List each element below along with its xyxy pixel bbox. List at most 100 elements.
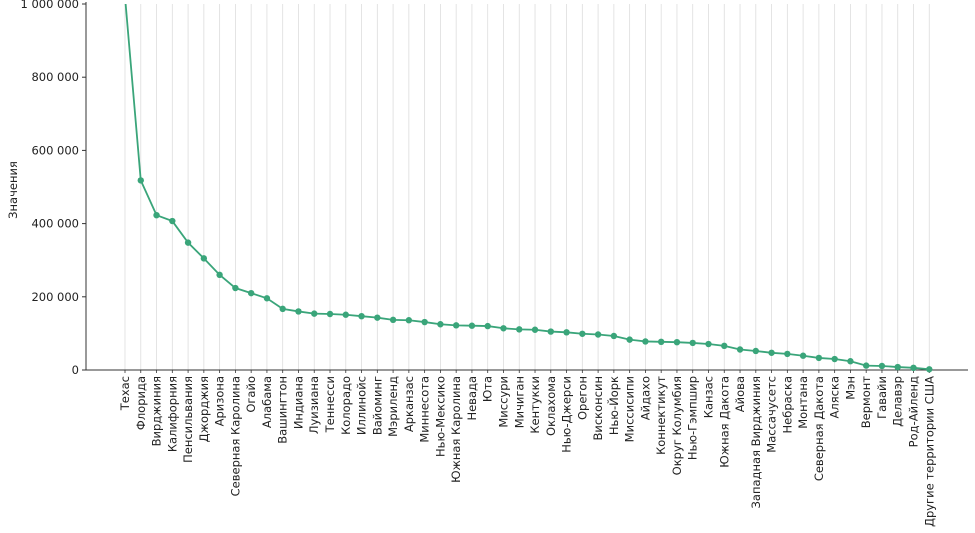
x-tick-label: Мэн bbox=[843, 376, 857, 400]
x-axis-ticks: Техас Флорида Вирджиния Калифорния Пенсильва… bbox=[118, 370, 936, 527]
x-tick-label: Нью-Йорк bbox=[606, 376, 621, 435]
x-tick-label: Оклахома bbox=[544, 376, 558, 436]
data-point bbox=[516, 326, 523, 333]
data-point bbox=[784, 350, 791, 358]
axes bbox=[85, 2, 968, 371]
data-point bbox=[153, 211, 160, 219]
x-tick-label: Юта bbox=[481, 376, 495, 402]
y-tick-label: 600 000 bbox=[31, 143, 79, 157]
data-point bbox=[831, 355, 838, 363]
data-point bbox=[547, 328, 554, 335]
x-tick-label: Луизиана bbox=[307, 376, 321, 434]
data-point bbox=[847, 358, 854, 365]
x-tick-label: Вайоминг bbox=[370, 376, 384, 435]
x-tick-label: Аризона bbox=[213, 376, 227, 426]
x-tick-label: Мичиган bbox=[512, 376, 526, 428]
data-point bbox=[137, 177, 144, 184]
x-tick-label: Небраска bbox=[780, 376, 794, 433]
data-point bbox=[437, 321, 444, 328]
data-point bbox=[311, 310, 318, 317]
x-tick-label: Массачусетс bbox=[765, 376, 779, 453]
data-point bbox=[878, 362, 886, 370]
x-tick-label: Невада bbox=[465, 376, 479, 421]
data-point bbox=[484, 322, 491, 330]
data-point bbox=[610, 332, 618, 340]
data-point bbox=[452, 322, 460, 329]
data-point bbox=[184, 239, 192, 246]
data-point bbox=[862, 362, 870, 369]
y-tick-label: 800 000 bbox=[31, 70, 79, 84]
data-point bbox=[358, 312, 365, 320]
x-tick-label: Южная Дакота bbox=[717, 376, 731, 468]
x-tick-label: Западная Вирджиния bbox=[749, 376, 763, 508]
data-point bbox=[169, 217, 176, 225]
x-tick-label: Канзас bbox=[701, 376, 715, 418]
data-point bbox=[579, 330, 586, 337]
data-point bbox=[626, 336, 633, 343]
x-tick-label: Айдахо bbox=[638, 376, 652, 420]
x-tick-label: Делавэр bbox=[891, 376, 905, 427]
data-point bbox=[721, 342, 728, 350]
x-tick-label: Миннесота bbox=[418, 376, 432, 443]
x-tick-label: Пенсильвания bbox=[181, 376, 195, 463]
series-line bbox=[124, 4, 930, 370]
x-tick-label: Иллинойс bbox=[355, 376, 369, 435]
data-point bbox=[342, 311, 349, 318]
data-point bbox=[752, 347, 759, 355]
data-point bbox=[232, 284, 239, 292]
x-tick-label: Джорджия bbox=[197, 376, 211, 442]
x-tick-label: Флорида bbox=[134, 376, 148, 430]
data-point bbox=[374, 314, 381, 321]
x-tick-label: Миссури bbox=[496, 376, 510, 428]
x-tick-label: Вирджиния bbox=[150, 376, 164, 446]
data-point bbox=[689, 339, 696, 347]
y-tick-label: 0 bbox=[72, 363, 79, 377]
data-point bbox=[799, 352, 807, 359]
data-point bbox=[705, 340, 712, 348]
data-point bbox=[563, 329, 570, 336]
y-tick-label: 400 000 bbox=[31, 217, 79, 231]
data-point bbox=[673, 338, 681, 346]
data-point bbox=[405, 317, 413, 324]
x-tick-label: Арканзас bbox=[402, 376, 416, 432]
x-tick-label: Округ Колумбия bbox=[670, 376, 684, 475]
data-point bbox=[200, 255, 208, 262]
x-tick-label: Техас bbox=[118, 376, 132, 411]
x-tick-label: Колорадо bbox=[339, 376, 353, 435]
data-point bbox=[326, 310, 334, 318]
x-tick-label: Южная Каролина bbox=[449, 376, 463, 483]
data-point bbox=[295, 308, 302, 315]
data-point bbox=[500, 325, 507, 332]
x-tick-label: Индиана bbox=[291, 376, 305, 429]
data-point bbox=[926, 366, 933, 373]
data-point bbox=[263, 295, 271, 302]
x-tick-label: Алабама bbox=[260, 376, 274, 428]
y-tick-label: 1 000 000 bbox=[20, 0, 79, 11]
y-tick-label: 200 000 bbox=[31, 290, 79, 304]
x-tick-label: Калифорния bbox=[165, 376, 179, 452]
x-tick-label: Род-Айленд bbox=[907, 376, 921, 447]
data-point bbox=[247, 289, 255, 297]
grid-lines bbox=[124, 4, 930, 370]
data-point bbox=[594, 331, 602, 338]
x-tick-label: Нью-Мексико bbox=[433, 376, 447, 457]
x-tick-label: Кентукки bbox=[528, 376, 542, 434]
x-tick-label: Висконсин bbox=[591, 376, 605, 441]
data-point bbox=[531, 326, 539, 333]
x-tick-label: Орегон bbox=[575, 376, 589, 420]
data-point bbox=[421, 318, 428, 326]
data-point bbox=[910, 364, 917, 372]
x-tick-label: Огайо bbox=[244, 376, 258, 413]
data-points bbox=[137, 177, 933, 373]
data-point bbox=[815, 354, 823, 362]
x-tick-label: Вашингтон bbox=[276, 376, 290, 444]
x-tick-label: Нью-Гэмпшир bbox=[686, 376, 700, 460]
data-point bbox=[216, 271, 223, 279]
x-tick-label: Гавайи bbox=[875, 376, 889, 419]
x-tick-label: Другие территории США bbox=[922, 376, 936, 527]
data-point bbox=[657, 338, 665, 346]
x-tick-label: Коннектикут bbox=[654, 376, 668, 455]
x-tick-label: Теннесси bbox=[323, 376, 337, 433]
x-tick-label: Миссисипи bbox=[623, 376, 637, 442]
